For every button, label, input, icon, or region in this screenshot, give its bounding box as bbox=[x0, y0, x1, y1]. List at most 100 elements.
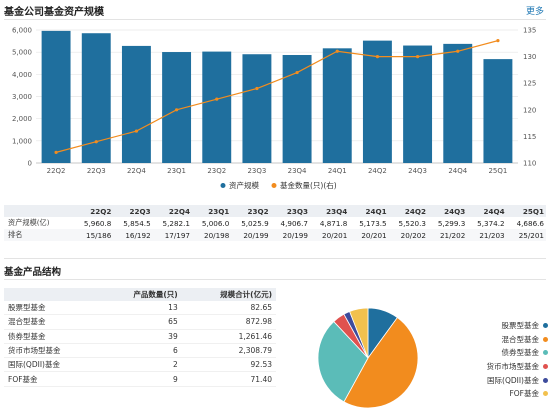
x-tick-label: 22Q2 bbox=[47, 167, 66, 175]
y-left-tick-label: 4,000 bbox=[12, 71, 32, 79]
pie-legend-marker bbox=[543, 391, 548, 397]
product-cell: 货币市场型基金 bbox=[4, 343, 100, 359]
pie-legend-item: FOF基金 bbox=[478, 387, 548, 401]
x-tick-label: 24Q2 bbox=[368, 167, 387, 175]
stats-cell: 排名 bbox=[4, 229, 74, 241]
stats-cell: 17/197 bbox=[152, 229, 192, 241]
product-cell: 82.65 bbox=[181, 301, 276, 316]
stats-header-cell: 22Q4 bbox=[152, 205, 192, 217]
stats-cell: 4,871.8 bbox=[319, 218, 348, 228]
product-header-cell: 规模合计(亿元) bbox=[181, 288, 276, 301]
line-point bbox=[335, 49, 339, 53]
stats-cell: 5,006.0 bbox=[201, 218, 230, 228]
product-cell: 2 bbox=[99, 357, 182, 373]
bar bbox=[242, 54, 272, 163]
bar bbox=[41, 30, 71, 164]
stats-cell: 4,686.6 bbox=[516, 218, 544, 228]
stats-cell: 5,854.5 bbox=[123, 218, 151, 228]
line-point bbox=[375, 55, 380, 59]
line-point bbox=[94, 140, 98, 144]
pie-legend-item: 货币市场型基金 bbox=[478, 360, 548, 374]
product-pie-chart bbox=[317, 307, 419, 409]
stats-cell: 25/201 bbox=[506, 229, 546, 241]
line-point bbox=[174, 108, 179, 112]
pie-legend-label: 债券型基金 bbox=[501, 348, 540, 358]
y-right-tick-label: 130 bbox=[523, 53, 536, 61]
line-point bbox=[415, 55, 420, 59]
stats-cell: 21/203 bbox=[467, 229, 507, 241]
stats-cell: 21/202 bbox=[427, 229, 468, 241]
stats-cell: 20/199 bbox=[231, 229, 271, 241]
bar bbox=[483, 59, 513, 163]
table-row: 货币市场型基金 6 2,308.79 bbox=[4, 343, 276, 359]
product-cell: 债券型基金 bbox=[4, 329, 100, 344]
product-cell: 65 bbox=[99, 314, 182, 330]
line-point bbox=[255, 86, 259, 91]
y-left-tick-label: 1,000 bbox=[12, 137, 32, 145]
pie-legend-item: 国际(QDII)基金 bbox=[478, 373, 548, 387]
pie-slice bbox=[349, 307, 369, 359]
legend-bar-label: 资产规模 bbox=[229, 180, 259, 190]
stats-cell: 20/199 bbox=[270, 229, 310, 241]
x-tick-label: 23Q1 bbox=[167, 167, 186, 175]
pie-legend-label: 货币市场型基金 bbox=[486, 362, 540, 372]
x-tick-label: 24Q1 bbox=[328, 167, 347, 175]
stats-header-cell: 22Q2 bbox=[74, 205, 114, 217]
stats-cell: 5,299.3 bbox=[437, 218, 466, 228]
y-right-tick-label: 135 bbox=[523, 27, 536, 35]
stats-header-cell: 24Q1 bbox=[349, 205, 389, 217]
line-point bbox=[456, 49, 460, 53]
product-cell: 9 bbox=[99, 371, 182, 387]
stats-header-cell: 22Q3 bbox=[113, 205, 153, 217]
line-point bbox=[295, 70, 299, 75]
product-cell: 股票型基金 bbox=[4, 301, 100, 316]
stats-cell: 20/202 bbox=[388, 229, 428, 241]
x-tick-label: 23Q3 bbox=[247, 167, 266, 175]
stats-header-row: 22Q2 22Q3 22Q4 23Q1 23Q2 23Q3 23Q4 24Q1 24Q2 24Q3… bbox=[4, 205, 546, 217]
more-link[interactable]: 更多 bbox=[525, 7, 544, 17]
product-cell: 6 bbox=[99, 343, 182, 359]
stats-header-cell: 24Q4 bbox=[467, 205, 507, 217]
table-row: FOF基金 9 71.40 bbox=[4, 371, 276, 387]
stats-header-cell bbox=[4, 205, 74, 217]
pie-legend-marker bbox=[543, 350, 548, 356]
section-header: 基金公司基金资产规模 更多 bbox=[0, 0, 550, 20]
stats-cell: 20/201 bbox=[349, 229, 389, 241]
pie-legend: 股票型基金 混合型基金 债券型基金 货币市场型基金 国际(QDII)基金 FOF基金 bbox=[478, 319, 548, 401]
pie-slice bbox=[317, 320, 369, 403]
legend-line-label: 基金数量(只)(右) bbox=[280, 180, 337, 190]
stats-cell: 5,374.2 bbox=[477, 218, 505, 228]
stats-header-cell: 23Q1 bbox=[191, 205, 232, 217]
x-tick-label: 25Q1 bbox=[488, 167, 507, 175]
table-row: 混合型基金 65 872.98 bbox=[4, 314, 276, 330]
product-header-cell: 产品数量(只) bbox=[99, 288, 182, 301]
stats-cell: 20/198 bbox=[191, 229, 232, 241]
table-row: 债券型基金 39 1,261.46 bbox=[4, 329, 276, 344]
pie-legend-label: 国际(QDII)基金 bbox=[487, 375, 539, 385]
bar bbox=[443, 43, 473, 163]
x-tick-label: 22Q4 bbox=[127, 167, 146, 175]
bar bbox=[81, 33, 111, 163]
pie-legend-label: 股票型基金 bbox=[501, 321, 540, 331]
y-left-tick-label: 3,000 bbox=[12, 93, 32, 101]
stats-cell: 5,960.8 bbox=[83, 218, 112, 228]
page-title: 基金公司基金资产规模 bbox=[4, 7, 104, 18]
pie-legend-marker bbox=[543, 377, 548, 383]
pie-legend-item: 股票型基金 bbox=[478, 319, 548, 333]
legend-line-marker bbox=[271, 183, 277, 188]
x-tick-label: 23Q4 bbox=[288, 167, 307, 175]
y-right-tick-label: 115 bbox=[523, 133, 536, 141]
bar bbox=[121, 45, 151, 163]
y-left-tick-label: 6,000 bbox=[12, 27, 32, 35]
y-right-tick-label: 120 bbox=[523, 106, 536, 114]
pie-legend-marker bbox=[543, 364, 548, 370]
stats-table: 22Q2 22Q3 22Q4 23Q1 23Q2 23Q3 23Q4 24Q1 24Q2 24Q3… bbox=[4, 205, 546, 241]
bar bbox=[362, 40, 392, 164]
stats-cell: 20/201 bbox=[309, 229, 350, 241]
stats-cell: 15/186 bbox=[74, 229, 114, 241]
table-row: 股票型基金 13 82.65 bbox=[4, 301, 276, 316]
stats-cell: 5,173.5 bbox=[359, 218, 387, 228]
stats-header-cell: 24Q3 bbox=[427, 205, 468, 217]
stats-header-cell: 23Q3 bbox=[270, 205, 310, 217]
product-structure-title: 基金产品结构 bbox=[4, 267, 62, 278]
